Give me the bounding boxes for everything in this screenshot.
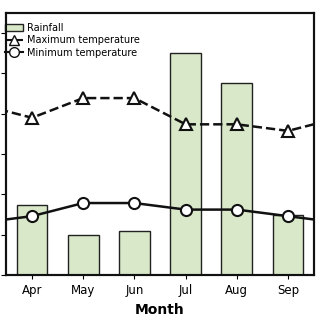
Bar <box>17 204 47 275</box>
Bar <box>273 215 303 275</box>
X-axis label: Month: Month <box>135 303 185 317</box>
Bar <box>68 235 99 275</box>
Bar <box>119 231 150 275</box>
Legend: Rainfall, Maximum temperature, Minimum temperature: Rainfall, Maximum temperature, Minimum t… <box>1 19 143 62</box>
Bar <box>221 84 252 275</box>
Bar <box>170 53 201 275</box>
